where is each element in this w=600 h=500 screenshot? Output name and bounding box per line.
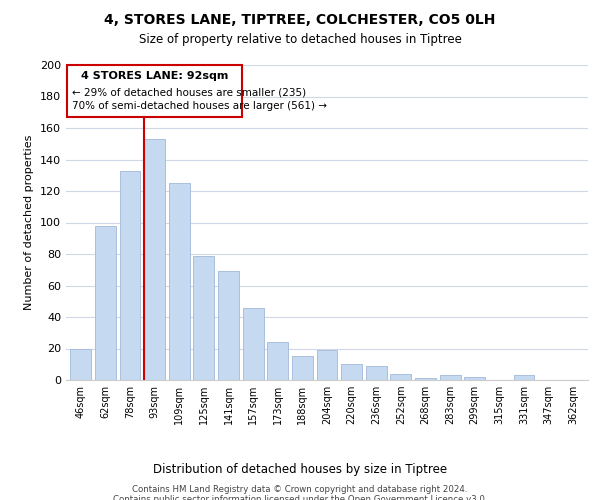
Y-axis label: Number of detached properties: Number of detached properties [25, 135, 34, 310]
Text: 4 STORES LANE: 92sqm: 4 STORES LANE: 92sqm [81, 72, 229, 82]
Text: 4, STORES LANE, TIPTREE, COLCHESTER, CO5 0LH: 4, STORES LANE, TIPTREE, COLCHESTER, CO5… [104, 12, 496, 26]
Bar [464, 377, 485, 380]
Bar [366, 366, 387, 380]
Bar [292, 356, 313, 380]
Bar [341, 364, 362, 380]
Text: ← 29% of detached houses are smaller (235): ← 29% of detached houses are smaller (23… [72, 87, 306, 97]
Bar [218, 272, 239, 380]
Bar [317, 350, 337, 380]
Bar [267, 342, 288, 380]
Bar [169, 183, 190, 380]
Bar [95, 226, 116, 380]
Text: Contains HM Land Registry data © Crown copyright and database right 2024.: Contains HM Land Registry data © Crown c… [132, 485, 468, 494]
Bar [70, 348, 91, 380]
Bar [144, 139, 165, 380]
Text: Distribution of detached houses by size in Tiptree: Distribution of detached houses by size … [153, 462, 447, 475]
Bar [440, 376, 461, 380]
Bar [119, 170, 140, 380]
Bar [415, 378, 436, 380]
Text: Size of property relative to detached houses in Tiptree: Size of property relative to detached ho… [139, 32, 461, 46]
Bar [391, 374, 412, 380]
Bar [242, 308, 263, 380]
Bar [193, 256, 214, 380]
FancyBboxPatch shape [67, 65, 242, 117]
Text: Contains public sector information licensed under the Open Government Licence v3: Contains public sector information licen… [113, 495, 487, 500]
Bar [514, 376, 535, 380]
Text: 70% of semi-detached houses are larger (561) →: 70% of semi-detached houses are larger (… [72, 101, 327, 111]
